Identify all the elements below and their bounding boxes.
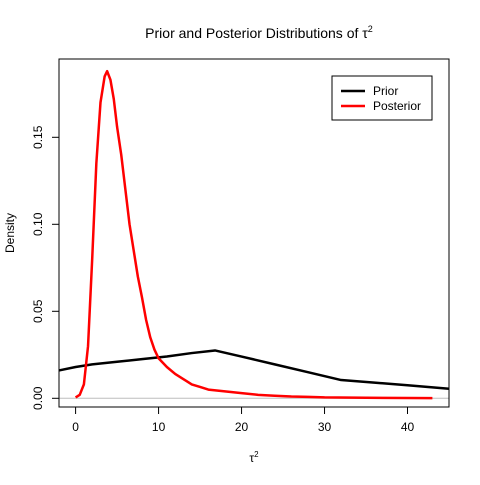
x-tick-label: 30	[318, 420, 332, 434]
chart-title-text: Prior and Posterior Distributions of	[145, 25, 362, 41]
series-layer	[58, 69, 450, 400]
y-tick-label: 0.15	[31, 125, 45, 149]
x-axis-label-superscript: 2	[254, 450, 259, 459]
x-tick-label: 40	[401, 420, 415, 434]
y-axis: 0.00 0.05 0.10 0.15	[31, 125, 59, 410]
y-tick-label: 0.00	[31, 386, 45, 410]
legend-posterior-label: Posterior	[373, 99, 421, 113]
x-tick-label: 10	[152, 420, 166, 434]
chart-title-symbol: τ	[362, 25, 368, 41]
x-axis: 0 10 20 30 40	[72, 407, 415, 434]
legend-prior-label: Prior	[373, 84, 398, 98]
chart-title: Prior and Posterior Distributions of τ2	[145, 24, 373, 41]
plot-frame	[58, 58, 450, 408]
x-tick-label: 20	[235, 420, 249, 434]
legend: Prior Posterior	[331, 75, 433, 121]
chart-title-superscript: 2	[368, 24, 373, 34]
x-axis-label-symbol: τ	[249, 451, 254, 465]
series-line-posterior	[74, 69, 433, 400]
legend-box	[331, 75, 433, 121]
y-tick-label: 0.10	[31, 212, 45, 236]
x-tick-label: 0	[72, 420, 79, 434]
y-axis-label: Density	[3, 213, 17, 253]
x-axis-label: τ2	[249, 450, 259, 465]
y-tick-label: 0.05	[31, 299, 45, 323]
series-line-prior	[58, 349, 450, 390]
